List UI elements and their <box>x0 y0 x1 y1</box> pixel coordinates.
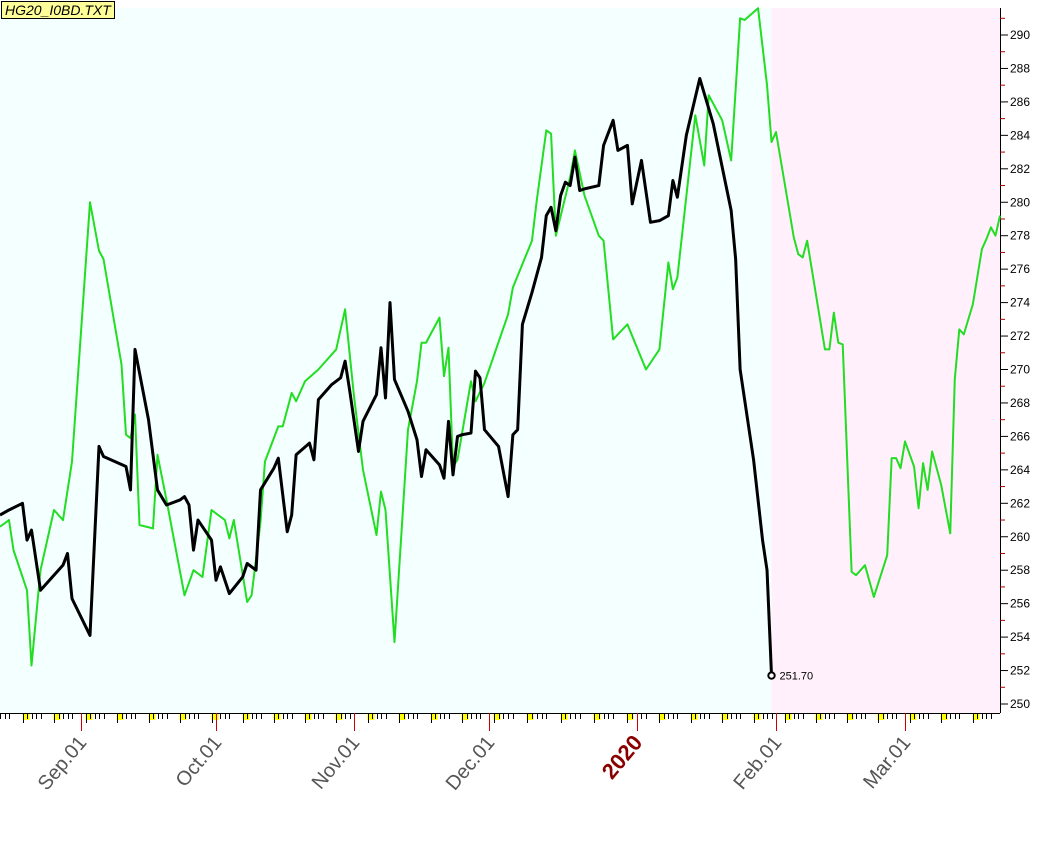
x-weekday-marker <box>398 714 406 720</box>
x-tick-label: Mar.01 <box>859 732 915 793</box>
x-weekday-marker <box>690 714 698 720</box>
y-tick-label: 280 <box>1010 195 1030 209</box>
x-weekday-marker <box>116 714 124 720</box>
x-weekday-marker <box>784 714 792 720</box>
series-line <box>0 7 1001 667</box>
x-weekday-marker <box>909 714 917 720</box>
y-tick-label: 266 <box>1010 429 1030 443</box>
y-tick-label: 286 <box>1010 95 1030 109</box>
y-tick-label: 254 <box>1010 630 1030 644</box>
x-weekday-marker <box>753 714 761 720</box>
x-weekday-marker <box>335 714 343 720</box>
y-tick-label: 276 <box>1010 262 1030 276</box>
x-weekday-marker <box>179 714 187 720</box>
background-region <box>771 8 1000 713</box>
x-weekday-marker <box>148 714 156 720</box>
series-line <box>0 76 774 676</box>
x-weekday-marker <box>53 714 61 720</box>
x-tick-label: Nov.01 <box>308 732 365 794</box>
x-weekday-marker <box>304 714 312 720</box>
x-weekday-marker <box>658 714 666 720</box>
x-weekday-marker <box>940 714 948 720</box>
x-tick-label: 2020 <box>597 730 648 784</box>
y-tick-label: 274 <box>1010 296 1030 310</box>
y-tick-label: 270 <box>1010 363 1030 377</box>
y-tick-label: 272 <box>1010 329 1030 343</box>
y-tick-label: 268 <box>1010 396 1030 410</box>
y-tick-label: 290 <box>1010 28 1030 42</box>
x-weekday-marker <box>815 714 823 720</box>
x-weekday-marker <box>972 714 980 720</box>
y-tick-label: 288 <box>1010 61 1030 75</box>
x-weekday-marker <box>22 714 30 720</box>
x-weekday-marker <box>626 714 634 720</box>
series-black <box>0 76 774 676</box>
x-weekday-marker <box>526 714 534 720</box>
x-tick-label: Dec.01 <box>442 732 500 795</box>
x-weekday-marker <box>85 714 93 720</box>
x-weekday-marker <box>877 714 885 720</box>
last-value-marker <box>767 671 776 680</box>
y-tick-label: 284 <box>1010 128 1030 142</box>
x-tick-label: Oct.01 <box>172 732 227 791</box>
x-weekday-marker <box>846 714 854 720</box>
x-weekday-marker <box>560 714 568 720</box>
y-tick-label: 250 <box>1010 697 1030 711</box>
chart-title: HG20_I0BD.TXT <box>1 1 115 19</box>
x-weekday-marker <box>211 714 219 720</box>
x-weekday-marker <box>430 714 438 720</box>
x-weekday-marker <box>367 714 375 720</box>
last-value-label: 251.70 <box>780 671 814 683</box>
x-weekday-marker <box>593 714 601 720</box>
y-tick-label: 260 <box>1010 530 1030 544</box>
y-tick-label: 282 <box>1010 162 1030 176</box>
x-weekday-marker <box>493 714 501 720</box>
y-tick-label: 278 <box>1010 229 1030 243</box>
y-tick-label: 256 <box>1010 597 1030 611</box>
x-tick-label: Feb.01 <box>729 732 786 794</box>
y-tick-label: 258 <box>1010 563 1030 577</box>
x-weekday-marker <box>242 714 250 720</box>
y-tick-label: 264 <box>1010 463 1030 477</box>
x-weekday-marker <box>273 714 281 720</box>
y-tick-label: 252 <box>1010 664 1030 678</box>
x-tick-label: Sep.01 <box>34 732 92 795</box>
y-tick-label: 262 <box>1010 496 1030 510</box>
x-weekday-marker <box>461 714 469 720</box>
x-weekday-marker <box>721 714 729 720</box>
